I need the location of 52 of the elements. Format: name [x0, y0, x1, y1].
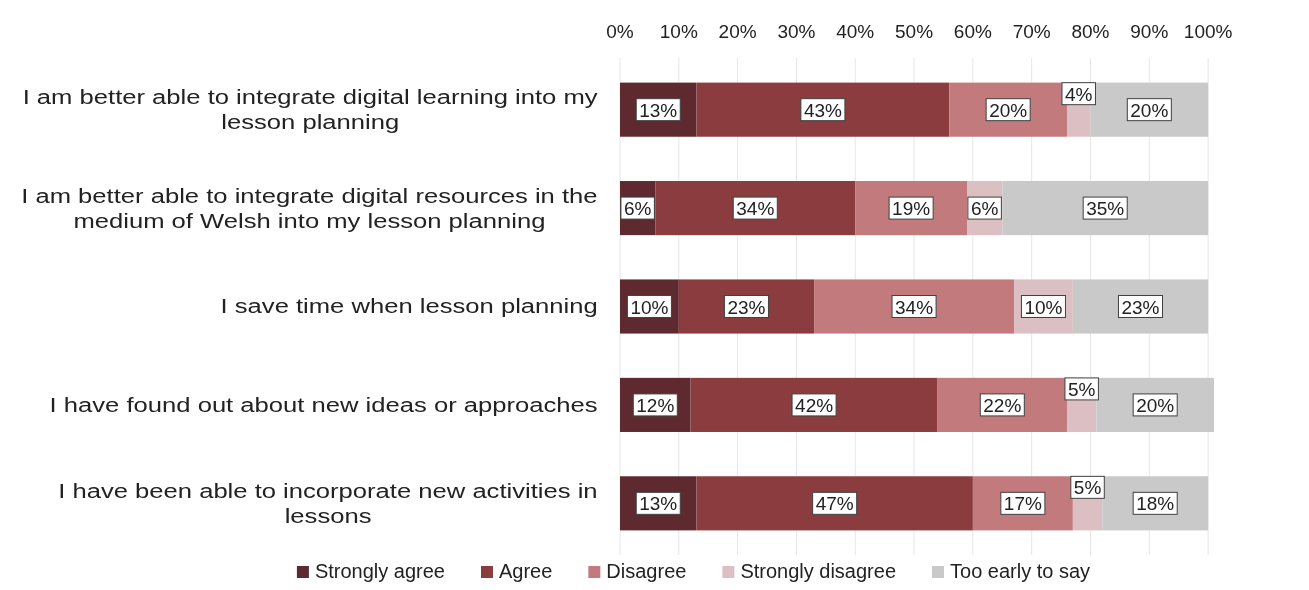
data-label: 34% — [736, 198, 775, 220]
data-label: 6% — [623, 198, 652, 220]
legend-label: Too early to say — [950, 560, 1091, 582]
data-label: 23% — [727, 296, 766, 318]
x-tick-label: 40% — [836, 21, 875, 42]
data-label: 4% — [1065, 83, 1093, 105]
data-label: 10% — [1024, 296, 1063, 318]
legend-label: Agree — [498, 560, 553, 582]
data-label: 20% — [989, 99, 1028, 121]
data-label: 35% — [1086, 198, 1125, 220]
data-label: 20% — [1130, 99, 1169, 121]
x-tick-label: 50% — [895, 21, 934, 42]
legend-label: Disagree — [606, 560, 687, 582]
x-tick-label: 60% — [953, 21, 992, 42]
x-tick-label: 20% — [718, 21, 757, 42]
x-tick-label: 30% — [777, 21, 816, 42]
data-label: 43% — [803, 99, 843, 121]
legend-label: Strongly agree — [314, 560, 445, 582]
data-label: 23% — [1121, 296, 1160, 318]
data-label: 34% — [895, 296, 934, 318]
data-label: 10% — [630, 296, 669, 318]
y-tick-label: I am better able to integrate digital learning into my lesson planning — [22, 85, 598, 134]
legend-label: Strongly disagree — [740, 560, 897, 582]
y-tick-label: I have found out about new ideas or approaches — [49, 393, 598, 417]
x-tick-label: 10% — [659, 21, 698, 42]
bar — [655, 181, 856, 236]
y-tick-label: I am better able to integrate digital resources in the medium of Welsh into my lesson planning — [21, 183, 598, 233]
bar — [690, 377, 938, 432]
data-label: 20% — [1136, 394, 1175, 416]
bar — [1002, 181, 1209, 236]
data-label: 18% — [1136, 493, 1175, 515]
bar — [696, 82, 950, 137]
x-tick-label: 100% — [1183, 21, 1233, 42]
data-label: 13% — [639, 99, 678, 121]
data-label: 47% — [815, 493, 854, 515]
data-label: 17% — [1003, 493, 1042, 515]
y-tick-label: I have been able to incorporate new activities in lessons — [58, 479, 598, 528]
x-tick-label: 90% — [1130, 21, 1169, 42]
data-label: 13% — [639, 493, 678, 515]
data-label: 22% — [983, 394, 1022, 416]
bar — [696, 476, 973, 531]
data-label: 6% — [970, 198, 999, 220]
data-label: 42% — [795, 394, 834, 416]
data-label: 5% — [1073, 477, 1102, 499]
data-label: 12% — [636, 394, 675, 416]
data-label: 5% — [1067, 378, 1096, 400]
x-tick-label: 0% — [606, 21, 634, 42]
x-tick-label: 80% — [1071, 21, 1110, 42]
x-tick-label: 70% — [1012, 21, 1051, 42]
y-tick-label: I save time when lesson planning — [220, 294, 598, 318]
data-label: 19% — [892, 198, 931, 220]
bar — [814, 279, 1015, 334]
